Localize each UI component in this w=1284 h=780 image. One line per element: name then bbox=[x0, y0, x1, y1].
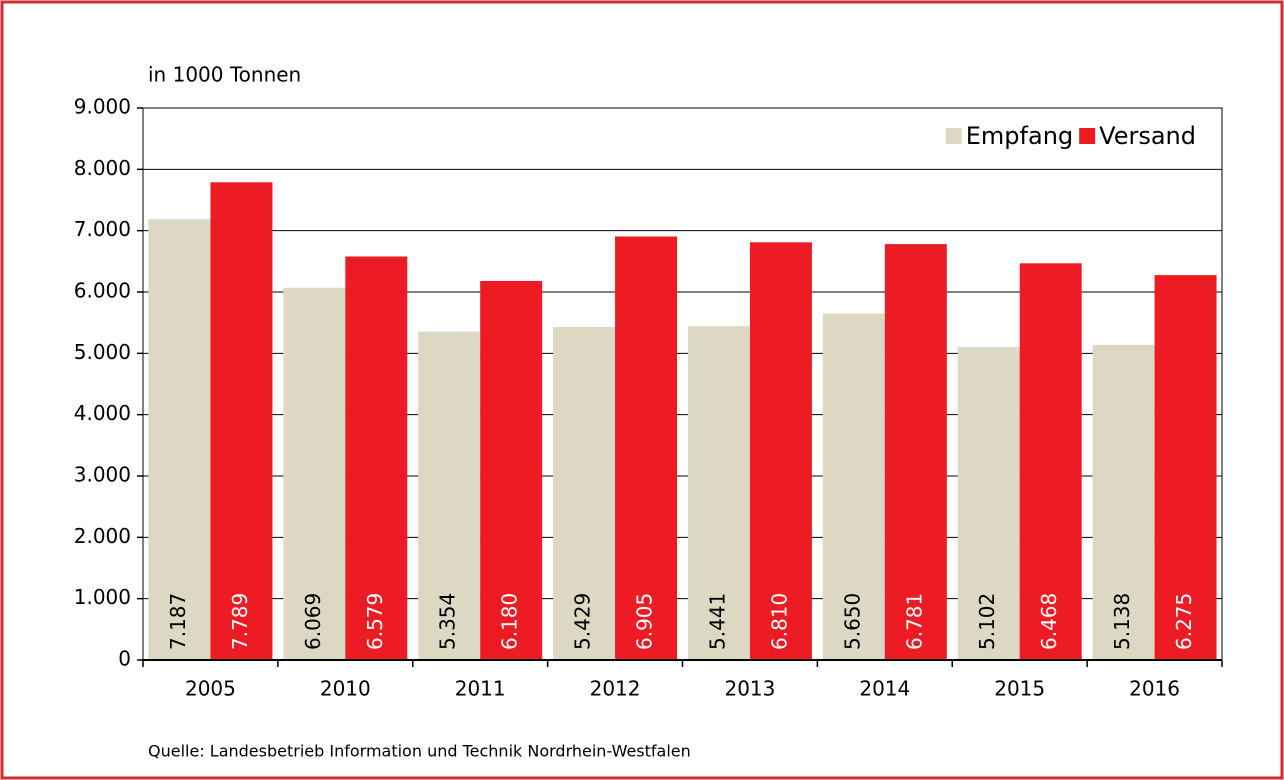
value-label: 6.180 bbox=[498, 593, 522, 650]
y-tick-label: 7.000 bbox=[74, 217, 131, 241]
legend-label: Empfang bbox=[966, 122, 1073, 150]
y-tick-label: 8.000 bbox=[74, 156, 131, 180]
bar bbox=[615, 236, 678, 660]
bar bbox=[418, 331, 481, 660]
value-label: 6.579 bbox=[363, 593, 387, 650]
y-tick-label: 1.000 bbox=[74, 585, 131, 609]
legend-swatch bbox=[1079, 128, 1096, 144]
y-tick-label: 5.000 bbox=[74, 340, 131, 364]
x-tick-label: 2013 bbox=[724, 677, 775, 701]
bar bbox=[210, 182, 273, 661]
bar bbox=[480, 280, 543, 660]
bar bbox=[283, 287, 346, 660]
legend-label: Versand bbox=[1099, 122, 1196, 150]
bar bbox=[345, 256, 408, 660]
value-label: 5.354 bbox=[436, 593, 460, 650]
value-label: 6.810 bbox=[767, 593, 791, 650]
y-tick-label: 9.000 bbox=[74, 95, 131, 119]
y-tick-label: 6.000 bbox=[74, 279, 131, 303]
x-tick-label: 2012 bbox=[590, 677, 641, 701]
y-axis-label: in 1000 Tonnen bbox=[148, 63, 301, 87]
bar bbox=[148, 219, 211, 660]
bar bbox=[687, 326, 750, 660]
bar bbox=[884, 244, 947, 660]
y-tick-label: 4.000 bbox=[74, 401, 131, 425]
bar bbox=[957, 347, 1020, 660]
value-label: 5.650 bbox=[840, 593, 864, 650]
value-label: 5.138 bbox=[1110, 593, 1134, 650]
x-tick-label: 2014 bbox=[859, 677, 910, 701]
bar bbox=[553, 327, 616, 660]
x-tick-label: 2011 bbox=[455, 677, 506, 701]
value-label: 6.468 bbox=[1037, 593, 1061, 650]
bar bbox=[1154, 275, 1217, 660]
value-label: 5.102 bbox=[975, 593, 999, 650]
x-tick-label: 2005 bbox=[185, 677, 236, 701]
bar bbox=[1092, 344, 1155, 660]
bar bbox=[1019, 263, 1082, 660]
legend-swatch bbox=[945, 128, 962, 144]
x-tick-label: 2015 bbox=[994, 677, 1045, 701]
x-tick-label: 2010 bbox=[320, 677, 371, 701]
y-tick-label: 3.000 bbox=[74, 463, 131, 487]
source: Quelle: Landesbetrieb Information und Te… bbox=[148, 742, 691, 761]
value-label: 6.275 bbox=[1172, 593, 1196, 650]
value-label: 6.905 bbox=[633, 593, 657, 650]
value-label: 7.789 bbox=[228, 593, 252, 650]
y-tick-label: 2.000 bbox=[74, 524, 131, 548]
value-label: 7.187 bbox=[166, 593, 190, 650]
x-tick-label: 2016 bbox=[1129, 677, 1180, 701]
y-tick-label: 0 bbox=[118, 647, 131, 671]
value-label: 5.429 bbox=[571, 593, 595, 650]
value-label: 6.069 bbox=[301, 593, 325, 650]
bar bbox=[822, 313, 885, 660]
bar bbox=[749, 242, 812, 660]
value-label: 5.441 bbox=[705, 593, 729, 650]
value-label: 6.781 bbox=[902, 593, 926, 650]
